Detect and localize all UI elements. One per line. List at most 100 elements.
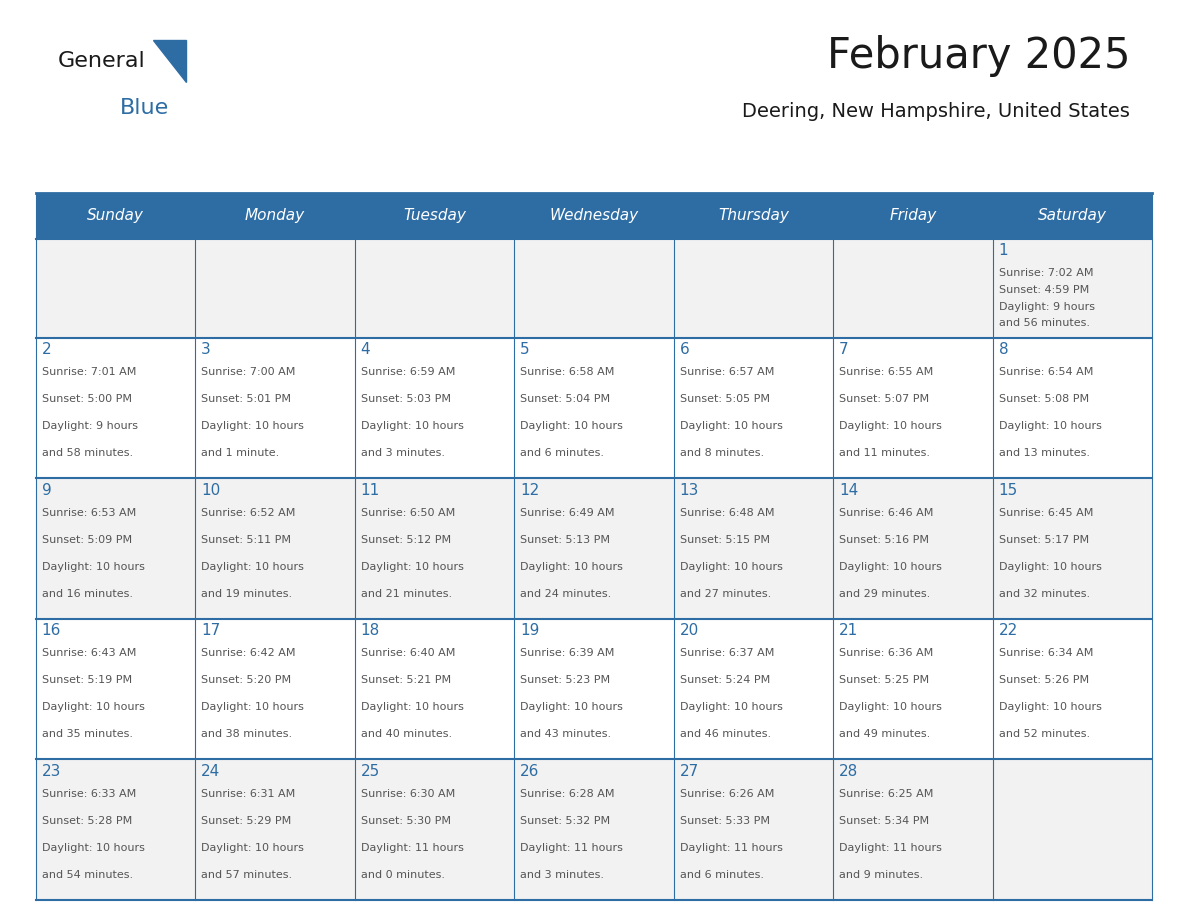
Text: Daylight: 10 hours: Daylight: 10 hours xyxy=(361,702,463,712)
Text: Daylight: 10 hours: Daylight: 10 hours xyxy=(839,421,942,431)
Text: and 49 minutes.: and 49 minutes. xyxy=(839,729,930,739)
Text: Deering, New Hampshire, United States: Deering, New Hampshire, United States xyxy=(742,103,1130,121)
Text: Sunrise: 6:52 AM: Sunrise: 6:52 AM xyxy=(201,508,296,518)
Text: and 35 minutes.: and 35 minutes. xyxy=(42,729,133,739)
Text: and 52 minutes.: and 52 minutes. xyxy=(999,729,1089,739)
Text: Daylight: 10 hours: Daylight: 10 hours xyxy=(999,421,1101,431)
Text: Sunset: 5:21 PM: Sunset: 5:21 PM xyxy=(361,676,450,685)
Text: Sunrise: 6:26 AM: Sunrise: 6:26 AM xyxy=(680,789,775,799)
Bar xyxy=(993,193,1152,239)
Text: and 3 minutes.: and 3 minutes. xyxy=(361,449,444,458)
Text: Thursday: Thursday xyxy=(718,208,789,223)
Text: Sunset: 5:34 PM: Sunset: 5:34 PM xyxy=(839,816,929,825)
Text: 6: 6 xyxy=(680,342,689,357)
Bar xyxy=(195,338,355,478)
Bar xyxy=(993,759,1152,900)
Text: and 27 minutes.: and 27 minutes. xyxy=(680,589,771,599)
Text: Sunrise: 6:59 AM: Sunrise: 6:59 AM xyxy=(361,367,455,377)
Text: and 3 minutes.: and 3 minutes. xyxy=(520,870,605,879)
Text: 16: 16 xyxy=(42,623,61,638)
Bar xyxy=(993,619,1152,759)
Text: Sunset: 5:33 PM: Sunset: 5:33 PM xyxy=(680,816,770,825)
Text: Sunrise: 7:00 AM: Sunrise: 7:00 AM xyxy=(201,367,296,377)
Text: Sunset: 5:05 PM: Sunset: 5:05 PM xyxy=(680,395,770,404)
Text: 2: 2 xyxy=(42,342,51,357)
Bar xyxy=(674,338,833,478)
Text: and 57 minutes.: and 57 minutes. xyxy=(201,870,292,879)
Text: Daylight: 10 hours: Daylight: 10 hours xyxy=(201,421,304,431)
Text: Daylight: 10 hours: Daylight: 10 hours xyxy=(42,843,145,853)
Bar xyxy=(514,193,674,239)
Text: Sunrise: 6:48 AM: Sunrise: 6:48 AM xyxy=(680,508,775,518)
Text: Sunset: 5:16 PM: Sunset: 5:16 PM xyxy=(839,534,929,544)
Text: Blue: Blue xyxy=(119,97,169,118)
Text: Daylight: 10 hours: Daylight: 10 hours xyxy=(201,843,304,853)
Bar xyxy=(833,478,993,619)
Text: 10: 10 xyxy=(201,483,220,498)
Bar xyxy=(514,239,674,338)
Text: Sunset: 5:01 PM: Sunset: 5:01 PM xyxy=(201,395,291,404)
Bar xyxy=(514,759,674,900)
Text: Sunrise: 7:01 AM: Sunrise: 7:01 AM xyxy=(42,367,135,377)
Bar xyxy=(355,193,514,239)
Text: Sunrise: 6:49 AM: Sunrise: 6:49 AM xyxy=(520,508,614,518)
Text: Sunrise: 6:50 AM: Sunrise: 6:50 AM xyxy=(361,508,455,518)
Bar xyxy=(674,759,833,900)
Text: 17: 17 xyxy=(201,623,220,638)
Bar xyxy=(195,759,355,900)
Text: Daylight: 10 hours: Daylight: 10 hours xyxy=(680,562,783,572)
Text: Daylight: 9 hours: Daylight: 9 hours xyxy=(999,301,1095,311)
Text: Daylight: 10 hours: Daylight: 10 hours xyxy=(520,421,623,431)
Bar xyxy=(674,478,833,619)
Bar xyxy=(833,759,993,900)
Text: Sunday: Sunday xyxy=(87,208,144,223)
Bar xyxy=(674,619,833,759)
Text: 11: 11 xyxy=(361,483,380,498)
Text: and 40 minutes.: and 40 minutes. xyxy=(361,729,451,739)
Text: Sunrise: 6:40 AM: Sunrise: 6:40 AM xyxy=(361,648,455,658)
Text: 7: 7 xyxy=(839,342,849,357)
Text: and 32 minutes.: and 32 minutes. xyxy=(999,589,1089,599)
Text: Sunset: 4:59 PM: Sunset: 4:59 PM xyxy=(999,285,1089,295)
Text: 12: 12 xyxy=(520,483,539,498)
Text: 3: 3 xyxy=(201,342,210,357)
Text: Sunset: 5:20 PM: Sunset: 5:20 PM xyxy=(201,676,291,685)
Bar xyxy=(514,478,674,619)
Text: Sunset: 5:28 PM: Sunset: 5:28 PM xyxy=(42,816,132,825)
Text: Sunset: 5:19 PM: Sunset: 5:19 PM xyxy=(42,676,132,685)
Text: Daylight: 10 hours: Daylight: 10 hours xyxy=(361,421,463,431)
Text: Sunset: 5:15 PM: Sunset: 5:15 PM xyxy=(680,534,770,544)
Bar xyxy=(36,619,195,759)
Text: 19: 19 xyxy=(520,623,539,638)
Text: Friday: Friday xyxy=(890,208,936,223)
Text: and 11 minutes.: and 11 minutes. xyxy=(839,449,930,458)
Text: Sunrise: 6:28 AM: Sunrise: 6:28 AM xyxy=(520,789,614,799)
Bar xyxy=(355,759,514,900)
Text: February 2025: February 2025 xyxy=(827,35,1130,77)
Text: Sunrise: 6:25 AM: Sunrise: 6:25 AM xyxy=(839,789,934,799)
Text: Sunset: 5:09 PM: Sunset: 5:09 PM xyxy=(42,534,132,544)
Bar xyxy=(355,239,514,338)
Bar xyxy=(833,193,993,239)
Text: Daylight: 10 hours: Daylight: 10 hours xyxy=(42,562,145,572)
Bar xyxy=(674,239,833,338)
Text: Sunset: 5:23 PM: Sunset: 5:23 PM xyxy=(520,676,611,685)
Text: and 46 minutes.: and 46 minutes. xyxy=(680,729,771,739)
Bar xyxy=(195,478,355,619)
Text: and 1 minute.: and 1 minute. xyxy=(201,449,279,458)
Text: and 43 minutes.: and 43 minutes. xyxy=(520,729,612,739)
Text: Sunrise: 6:31 AM: Sunrise: 6:31 AM xyxy=(201,789,296,799)
Text: and 6 minutes.: and 6 minutes. xyxy=(520,449,605,458)
Text: 25: 25 xyxy=(361,764,380,778)
Bar xyxy=(195,619,355,759)
Text: Sunset: 5:13 PM: Sunset: 5:13 PM xyxy=(520,534,611,544)
Text: Tuesday: Tuesday xyxy=(403,208,466,223)
Text: 21: 21 xyxy=(839,623,859,638)
Bar xyxy=(993,239,1152,338)
Text: Sunrise: 6:42 AM: Sunrise: 6:42 AM xyxy=(201,648,296,658)
Text: 23: 23 xyxy=(42,764,61,778)
Text: Sunrise: 6:34 AM: Sunrise: 6:34 AM xyxy=(999,648,1093,658)
Text: Sunset: 5:12 PM: Sunset: 5:12 PM xyxy=(361,534,450,544)
Text: 1: 1 xyxy=(999,243,1009,258)
Text: 4: 4 xyxy=(361,342,371,357)
